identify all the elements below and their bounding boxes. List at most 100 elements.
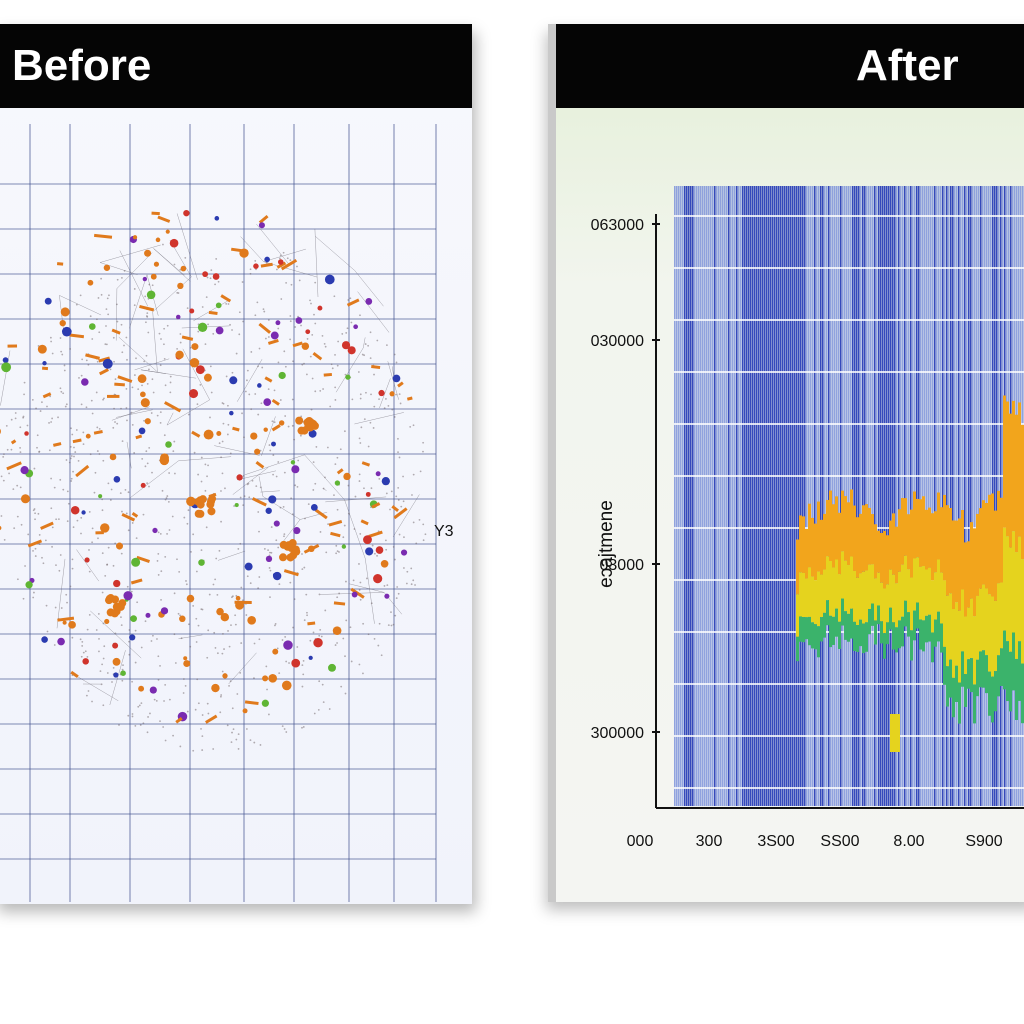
network-node xyxy=(231,371,234,374)
network-node xyxy=(230,624,232,626)
network-node xyxy=(79,294,82,297)
side-label: Y3 xyxy=(434,523,454,540)
network-node xyxy=(157,552,160,555)
network-node xyxy=(285,660,288,663)
cluster-point xyxy=(20,466,29,475)
network-node xyxy=(334,463,337,466)
network-node xyxy=(258,576,261,578)
heat-band-warm xyxy=(919,566,922,620)
network-node xyxy=(345,580,347,583)
cluster-point xyxy=(197,322,208,333)
cluster-point xyxy=(25,581,33,589)
heat-band-cool xyxy=(847,613,850,642)
heat-band-warm xyxy=(904,555,907,601)
network-node xyxy=(148,368,150,371)
network-node xyxy=(383,585,386,587)
network-node xyxy=(207,323,209,326)
network-node xyxy=(256,301,259,304)
cluster-point xyxy=(62,620,67,625)
network-node xyxy=(91,700,93,703)
heat-band-warm xyxy=(937,559,940,612)
heat-column xyxy=(704,186,706,806)
network-node xyxy=(277,361,280,364)
network-node xyxy=(27,533,30,536)
network-node xyxy=(60,350,63,353)
heat-band-hot xyxy=(841,490,844,552)
heat-band-warm xyxy=(859,573,862,620)
y-tick-label: 03000 xyxy=(600,557,645,574)
network-node xyxy=(246,379,248,382)
network-node xyxy=(227,423,230,426)
cluster-mark xyxy=(205,714,218,724)
network-node xyxy=(326,446,329,449)
cluster-mark xyxy=(181,335,194,341)
heat-band-cool xyxy=(841,598,844,626)
cluster-point xyxy=(42,361,47,366)
network-node xyxy=(186,307,189,310)
heat-column xyxy=(766,186,768,806)
heat-band-cool xyxy=(1018,641,1021,701)
heat-band-hot xyxy=(817,501,820,572)
network-node xyxy=(197,624,200,627)
network-node xyxy=(328,708,331,710)
heat-band-warm xyxy=(802,572,805,618)
cluster-point xyxy=(112,657,121,666)
network-node xyxy=(342,637,345,640)
network-node xyxy=(366,577,368,580)
network-node xyxy=(121,668,124,671)
heat-column xyxy=(906,186,908,806)
network-node xyxy=(176,347,179,350)
network-node xyxy=(165,497,168,499)
network-node xyxy=(168,472,171,474)
cluster-point xyxy=(216,431,222,436)
heat-band-cool xyxy=(964,674,967,707)
heat-band-hot xyxy=(886,535,889,585)
network-node xyxy=(142,722,145,725)
network-node xyxy=(210,391,213,394)
network-node xyxy=(225,303,228,305)
cluster-point xyxy=(41,636,48,643)
heat-band-hot xyxy=(979,508,982,589)
network-node xyxy=(116,320,119,323)
network-node xyxy=(409,425,412,428)
heat-band-hot xyxy=(880,533,883,583)
network-node xyxy=(81,645,84,647)
heat-band-hot xyxy=(1018,402,1021,537)
cluster-point xyxy=(203,373,212,382)
network-node xyxy=(257,413,260,416)
heat-band-cool xyxy=(991,676,994,723)
network-node xyxy=(55,564,57,567)
network-node xyxy=(99,670,102,673)
network-node xyxy=(59,478,62,481)
heat-column xyxy=(884,186,886,806)
network-node xyxy=(422,539,425,542)
network-node xyxy=(16,578,19,581)
network-node xyxy=(65,459,68,461)
cluster-point xyxy=(137,374,147,384)
network-node xyxy=(307,503,310,506)
heat-band-hot xyxy=(904,498,907,556)
network-node xyxy=(80,655,83,658)
network-node xyxy=(138,704,141,707)
heat-column xyxy=(834,186,836,806)
heat-band-warm xyxy=(1009,547,1012,652)
network-node xyxy=(112,426,115,429)
heat-band-hot xyxy=(952,520,955,610)
network-node xyxy=(371,544,374,547)
network-node xyxy=(260,402,263,405)
cluster-point xyxy=(1,362,12,373)
cluster-point xyxy=(140,391,146,398)
network-node xyxy=(156,414,159,417)
heat-column xyxy=(784,186,786,806)
network-node xyxy=(85,694,88,697)
network-node xyxy=(107,313,110,316)
cluster-point xyxy=(317,305,323,311)
network-node xyxy=(257,511,260,513)
cluster-mark xyxy=(271,424,281,432)
heat-column xyxy=(776,186,778,806)
network-node xyxy=(104,574,107,577)
network-node xyxy=(419,470,422,473)
network-node xyxy=(126,585,129,588)
network-node xyxy=(380,654,383,657)
heat-band-cool xyxy=(802,617,805,643)
